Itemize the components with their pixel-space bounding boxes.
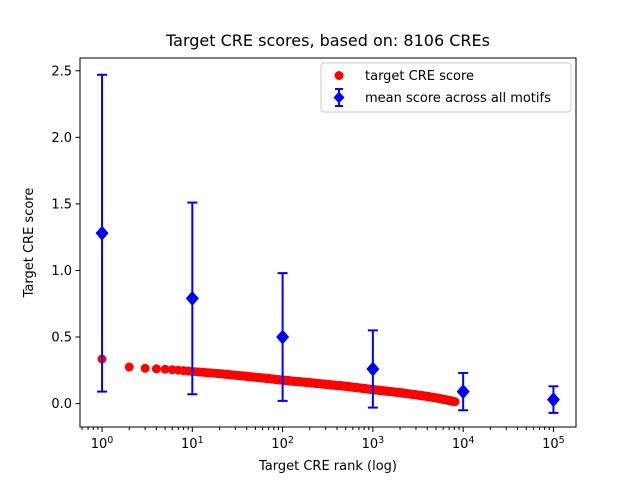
blue-errorbar-point xyxy=(276,272,290,402)
y-tick-label: 1.0 xyxy=(51,264,72,279)
blue-errorbar-point xyxy=(185,201,199,396)
diamond-marker xyxy=(95,225,109,241)
plot-frame xyxy=(79,57,577,428)
red-dot xyxy=(160,364,170,374)
y-tick-label: 2.5 xyxy=(51,64,72,79)
blue-errorbar-point xyxy=(456,371,470,412)
diamond-marker xyxy=(546,392,560,408)
legend-marker-diamond-errorbar-icon xyxy=(333,88,345,107)
series-mean-score-errorbars xyxy=(95,73,560,414)
blue-errorbar-point xyxy=(546,385,560,414)
y-tick-label: 2.0 xyxy=(51,131,72,146)
red-dot xyxy=(450,397,460,407)
legend: target CRE score mean score across all m… xyxy=(320,62,572,113)
y-axis-label: Target CRE score xyxy=(22,188,37,299)
legend-label-target-cre-score: target CRE score xyxy=(365,69,474,84)
red-dot xyxy=(151,364,161,374)
red-dot xyxy=(140,363,150,373)
legend-box xyxy=(320,62,572,113)
diamond-marker xyxy=(185,290,199,306)
diamond-marker xyxy=(366,361,380,377)
legend-marker-circle-icon xyxy=(334,71,344,80)
red-dot xyxy=(124,362,134,372)
y-tick-label: 0.5 xyxy=(51,331,72,346)
x-axis-label: Target CRE rank (log) xyxy=(258,459,397,474)
y-tick-label: 1.5 xyxy=(51,197,72,212)
blue-errorbar-point xyxy=(95,73,109,393)
blue-errorbar-point xyxy=(366,329,380,409)
diamond-marker xyxy=(456,384,470,400)
y-tick-label: 0.0 xyxy=(51,397,72,412)
diamond-marker xyxy=(276,329,290,345)
chart-title: Target CRE scores, based on: 8106 CREs xyxy=(165,31,490,50)
legend-label-mean-score: mean score across all motifs xyxy=(365,91,551,106)
y-axis-ticks: 0.0 0.5 1.0 1.5 2.0 2.5 xyxy=(51,64,80,412)
